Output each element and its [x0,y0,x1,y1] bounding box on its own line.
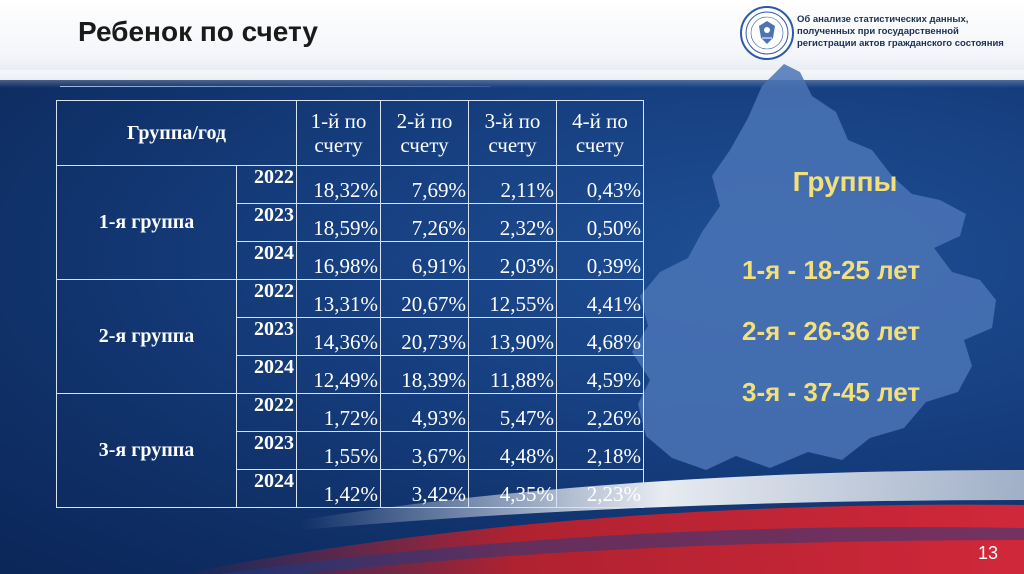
table-corner-header: Группа/год [56,100,297,166]
value-cell: 0,43% [556,165,644,204]
value-cell: 6,91% [380,241,469,280]
value-cell: 2,23% [556,469,644,508]
group-label: 1-я группа [56,165,237,280]
value-cell: 13,31% [296,279,381,318]
year-cell: 2023 [236,431,297,470]
column-header: 4-й по счету [556,100,644,166]
value-cell: 18,32% [296,165,381,204]
value-cell: 3,67% [380,431,469,470]
group-label: 3-я группа [56,393,237,508]
legend-item-group-2: 2-я - 26-36 лет [742,316,921,346]
year-cell: 2024 [236,355,297,394]
value-cell: 2,32% [468,203,557,242]
value-cell: 1,42% [296,469,381,508]
value-cell: 20,67% [380,279,469,318]
value-cell: 7,69% [380,165,469,204]
value-cell: 2,26% [556,393,644,432]
year-cell: 2022 [236,165,297,204]
table-row: 2024 1,42% 3,42% 4,35% 2,23% [57,469,644,508]
value-cell: 18,39% [380,355,469,394]
birth-order-table: Группа/год 1-й по счету 2-й по счету 3-й… [56,100,644,508]
table-row: 2-я группа 2022 13,31% 20,67% 12,55% 4,4… [56,279,644,394]
groups-legend-title: Группы [792,166,898,197]
value-cell: 18,59% [296,203,381,242]
value-cell: 2,18% [556,431,644,470]
value-cell: 4,41% [556,279,644,318]
value-cell: 2,03% [468,241,557,280]
value-cell: 12,49% [296,355,381,394]
value-cell: 1,55% [296,431,381,470]
value-cell: 20,73% [380,317,469,356]
year-cell: 2024 [236,469,297,508]
legend-item-group-1: 1-я - 18-25 лет [742,255,921,285]
title-divider [60,86,490,87]
value-cell: 11,88% [468,355,557,394]
value-cell: 12,55% [468,279,557,318]
value-cell: 14,36% [296,317,381,356]
value-cell: 16,98% [296,241,381,280]
table-row: 2023 1,55% 3,67% 4,48% 2,18% [57,431,644,470]
value-cell: 4,68% [556,317,644,356]
table-row: 2024 12,49% 18,39% 11,88% 4,59% [57,355,644,394]
year-cell: 2023 [236,203,297,242]
table-row: 2024 16,98% 6,91% 2,03% 0,39% [57,241,644,280]
table-row: 2023 14,36% 20,73% 13,90% 4,68% [57,317,644,356]
column-header: 1-й по счету [296,100,381,166]
emblem-icon [740,6,794,60]
year-cell: 2022 [236,279,297,318]
value-cell: 4,48% [468,431,557,470]
page-title: Ребенок по счету [78,16,318,47]
column-header: 2-й по счету [380,100,469,166]
legend-item-group-3: 3-я - 37-45 лет [742,377,921,407]
year-cell: 2024 [236,241,297,280]
value-cell: 7,26% [380,203,469,242]
year-cell: 2022 [236,393,297,432]
table-header-row: Группа/год 1-й по счету 2-й по счету 3-й… [56,100,644,166]
slide-number: 13 [978,543,999,563]
value-cell: 4,59% [556,355,644,394]
table-row: 3-я группа 2022 1,72% 4,93% 5,47% 2,26% [56,393,644,508]
value-cell: 4,35% [468,469,557,508]
value-cell: 0,39% [556,241,644,280]
year-cell: 2023 [236,317,297,356]
table-row: 1-я группа 2022 18,32% 7,69% 2,11% 0,43% [56,165,644,280]
value-cell: 4,93% [380,393,469,432]
department-text: Об анализе статистических данных, получе… [797,14,1004,49]
value-cell: 13,90% [468,317,557,356]
value-cell: 0,50% [556,203,644,242]
value-cell: 3,42% [380,469,469,508]
value-cell: 5,47% [468,393,557,432]
value-cell: 2,11% [468,165,557,204]
group-label: 2-я группа [56,279,237,394]
header-bar [0,0,1024,80]
value-cell: 1,72% [296,393,381,432]
column-header: 3-й по счету [468,100,557,166]
